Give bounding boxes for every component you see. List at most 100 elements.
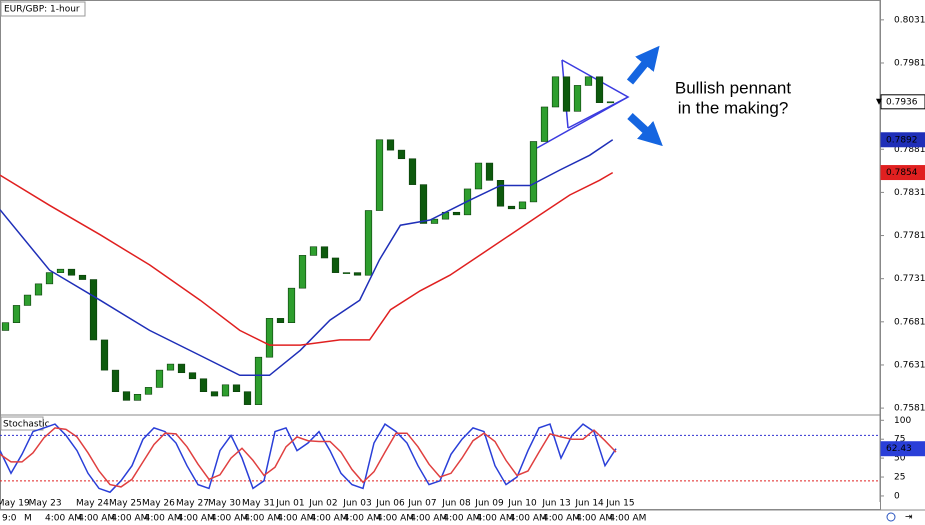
stoch-value-label: 62.43	[886, 444, 912, 454]
ma-value-label: 0.7854	[886, 168, 918, 178]
time-label: 4:00 AM	[576, 514, 613, 524]
chart-title: EUR/GBP: 1-hour	[4, 5, 80, 15]
x-tick-label: May 27	[176, 499, 209, 509]
time-label: 4:00 AM	[410, 514, 447, 524]
x-tick-label: Jun 09	[474, 499, 504, 509]
icon[interactable]: ⇥	[905, 513, 913, 523]
y-tick-label: 0.7631	[894, 360, 925, 370]
candle	[551, 76, 560, 108]
icon[interactable]	[886, 512, 896, 522]
candle	[584, 76, 593, 86]
candle	[210, 391, 219, 397]
x-tick-label: May 24	[76, 499, 109, 509]
ma-value-label-box	[880, 132, 925, 148]
series-line	[0, 139, 614, 377]
y-tick-label: 75	[894, 435, 905, 445]
x-tick-label: Jun 08	[441, 499, 471, 509]
time-label: 9:0	[2, 514, 17, 524]
y-tick-label: 0.7681	[894, 317, 925, 327]
candle	[452, 211, 461, 216]
y-tick-label: 0.8031	[894, 15, 925, 25]
candle	[254, 356, 263, 405]
x-tick-label: Jun 06	[375, 499, 405, 509]
x-tick-label: Jun 15	[605, 499, 634, 509]
y-tick-label: 100	[894, 416, 911, 426]
candle	[342, 272, 351, 274]
candle	[595, 76, 604, 103]
x-tick-label: Jun 10	[507, 499, 537, 509]
candle	[386, 139, 395, 151]
candle	[144, 387, 153, 395]
candle	[320, 246, 329, 259]
x-tick-label: Jun 13	[541, 499, 570, 509]
price-marker	[876, 98, 882, 105]
y-tick-label: 0.7881	[894, 145, 925, 155]
candle	[243, 391, 252, 405]
title-box	[0, 1, 86, 17]
x-tick-label: May 26	[142, 499, 175, 509]
y-tick-label: 0.7731	[894, 274, 925, 284]
candle	[12, 305, 21, 323]
x-tick-label: Jun 14	[574, 499, 604, 509]
candle	[485, 162, 494, 181]
x-tick-label: May 31	[242, 499, 275, 509]
candle	[573, 85, 582, 112]
time-label: 4:00 AM	[277, 514, 314, 524]
candle	[507, 205, 516, 210]
annotation: Bullish pennant	[675, 78, 792, 97]
candle	[529, 141, 538, 203]
y-tick-label: 0.7981	[894, 58, 925, 68]
candle	[89, 279, 98, 341]
candle	[287, 287, 296, 323]
series-line	[0, 171, 614, 346]
candle	[397, 149, 406, 160]
candle	[540, 106, 549, 142]
candle	[23, 294, 32, 306]
time-label: 4:00 AM	[111, 514, 148, 524]
y-tick-label: 50	[894, 454, 906, 464]
pennant-support	[536, 96, 629, 149]
stoch-title-box	[0, 416, 44, 431]
time-label: 4:00 AM	[211, 514, 248, 524]
candle	[100, 339, 109, 371]
x-tick-label: May 23	[29, 499, 62, 509]
candle	[45, 272, 54, 285]
time-label: 4:00 AM	[45, 514, 82, 524]
candle	[188, 372, 197, 380]
x-tick-label: May 25	[109, 499, 142, 509]
time-label: 4:00 AM	[145, 514, 182, 524]
candle	[474, 162, 483, 190]
price-value-label: 0.7936	[886, 97, 918, 107]
y-tick-label: 0.7581	[894, 404, 925, 414]
x-tick-label: May 19	[0, 499, 30, 509]
candle	[155, 369, 164, 388]
time-label: 4:00 AM	[609, 514, 646, 524]
candle	[562, 76, 571, 112]
series-line	[0, 423, 617, 494]
candle	[298, 255, 307, 289]
time-label: M	[24, 514, 32, 524]
candle	[67, 268, 76, 276]
time-label: 4:00 AM	[543, 514, 580, 524]
candle	[122, 391, 131, 401]
candle	[408, 158, 417, 185]
toolbar-icons[interactable]: ⇥	[886, 512, 913, 523]
candle	[133, 393, 142, 401]
time-label: 4:00 AM	[244, 514, 281, 524]
annotation: in the making?	[678, 98, 789, 117]
series-line	[0, 427, 617, 488]
stoch-value-label-box	[880, 441, 925, 457]
time-label: 4:00 AM	[78, 514, 115, 524]
time-label: 4:00 AM	[510, 514, 547, 524]
arrow-down	[627, 113, 663, 147]
y-tick-label: 25	[894, 473, 905, 483]
candle	[309, 246, 318, 256]
x-tick-label: Jun 03	[342, 499, 371, 509]
candle	[166, 363, 175, 371]
candle	[276, 318, 285, 323]
candle	[265, 318, 274, 358]
candle	[419, 184, 428, 224]
candle	[430, 218, 439, 224]
